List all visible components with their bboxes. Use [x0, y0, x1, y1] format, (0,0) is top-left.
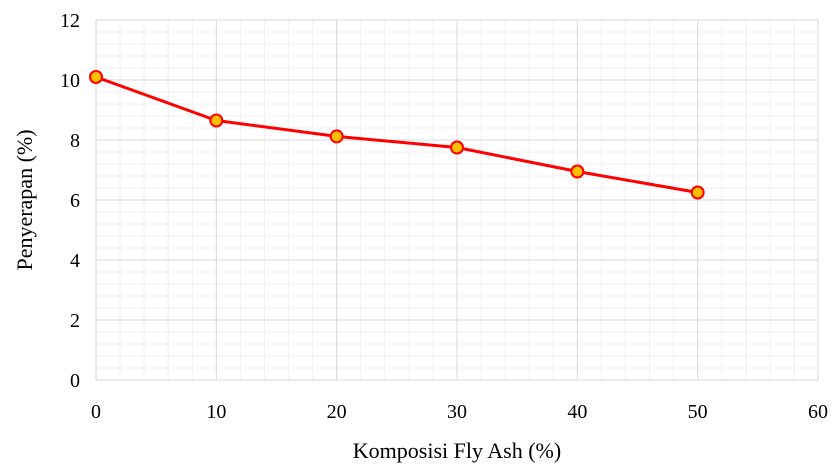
plot-frame [95, 19, 819, 381]
series-line [95, 75, 698, 194]
y-tick-label: 6 [70, 190, 80, 212]
x-tick-label: 60 [808, 401, 828, 423]
data-point [209, 113, 224, 128]
x-tick-label: 0 [91, 401, 101, 423]
x-axis-title: Komposisi Fly Ash (%) [353, 438, 561, 463]
y-tick-label: 4 [70, 250, 80, 272]
y-tick-label: 12 [60, 10, 80, 32]
x-tick-label: 50 [688, 401, 708, 423]
x-tick-label: 10 [206, 401, 226, 423]
data-point [450, 140, 464, 155]
y-tick-label: 0 [70, 370, 80, 392]
data-point [89, 70, 103, 84]
y-tick-label: 8 [70, 130, 80, 152]
x-tick-label: 20 [327, 401, 347, 423]
x-tick-label: 40 [567, 401, 587, 423]
data-point [329, 129, 344, 144]
series-layer [89, 70, 705, 200]
data-point [690, 185, 705, 200]
data-point [570, 164, 585, 179]
y-tick-label: 2 [70, 310, 80, 332]
y-tick-labels: 0 2 4 6 8 10 12 [60, 10, 80, 392]
x-tick-label: 30 [447, 401, 467, 423]
x-tick-labels: 0 10 20 30 40 50 60 [91, 401, 828, 423]
y-tick-label: 10 [60, 70, 80, 92]
y-axis-title: Penyerapan (%) [12, 129, 37, 270]
